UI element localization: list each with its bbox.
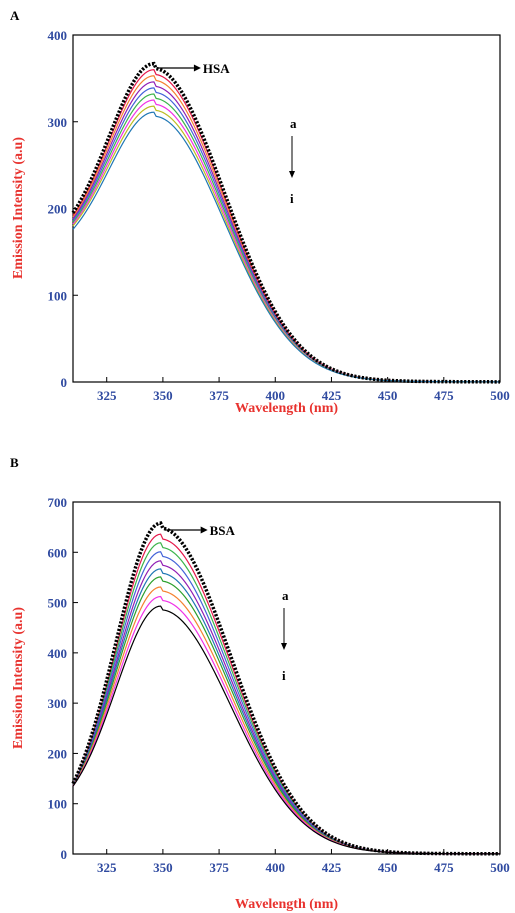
series-line: [72, 99, 501, 383]
x-tick-label: 350: [153, 388, 173, 403]
x-tick-label: 475: [434, 388, 454, 403]
annotation-label: BSA: [210, 523, 236, 538]
plot-area: 325 350 375 400 425 450 475 500 0 100 200 300 400 500…: [48, 495, 510, 875]
x-tick-label: 450: [378, 860, 398, 875]
x-tick-label: 450: [378, 388, 398, 403]
y-tick-label: 0: [61, 375, 68, 390]
y-tick-label: 300: [48, 696, 68, 711]
y-tick-label: 300: [48, 115, 68, 130]
y-tick-label: 600: [48, 545, 68, 560]
x-tick-label: 325: [97, 388, 117, 403]
x-tick-label: 350: [153, 860, 173, 875]
axes-frame: [72, 501, 501, 855]
series-line: [72, 560, 500, 855]
x-tick-label: 375: [209, 860, 229, 875]
series-line: [72, 595, 500, 855]
y-tick-label: 200: [48, 746, 68, 761]
annotation-bottom-letter: i: [290, 191, 294, 206]
annotation-arrowhead: [200, 526, 208, 534]
x-tick-label: 325: [97, 860, 117, 875]
series-line: [71, 521, 501, 856]
series-line: [72, 111, 501, 383]
y-tick-label: 0: [61, 847, 68, 862]
plot-area: 325 350 375 400 425 450 475 500 0 100 200 300 400 HSA…: [48, 28, 510, 403]
panel-letter: B: [10, 455, 19, 470]
annotation-bottom-letter: i: [282, 668, 286, 683]
x-tick-label: 425: [322, 860, 342, 875]
panel-b: B Emission Intensity (a.u) Wavelength (n…: [10, 455, 510, 912]
series-line: [72, 105, 500, 383]
x-tick-label: 375: [209, 388, 229, 403]
annotation-label: HSA: [203, 61, 230, 76]
y-tick-label: 700: [48, 495, 68, 510]
y-tick-label: 400: [48, 646, 68, 661]
x-tick-label: 500: [490, 388, 510, 403]
series-line: [72, 568, 500, 855]
panel-a: A Emission Intensity (a.u) Wavelength (n…: [10, 8, 510, 416]
x-axis-title: Wavelength (nm): [235, 897, 338, 912]
annotation-top-letter: a: [290, 116, 297, 131]
series-line: [72, 93, 501, 383]
x-tick-label: 425: [322, 388, 342, 403]
annotation-top-letter: a: [282, 588, 289, 603]
x-tick-label: 475: [434, 860, 454, 875]
y-tick-label: 100: [48, 797, 68, 812]
trend-arrowhead: [281, 643, 287, 650]
series-line: [72, 586, 501, 855]
x-tick-label: 400: [266, 388, 286, 403]
y-tick-label: 200: [48, 202, 68, 217]
annotation-arrowhead: [193, 64, 201, 72]
y-tick-label: 500: [48, 596, 68, 611]
x-tick-label: 500: [490, 860, 510, 875]
y-axis-title: Emission Intensity (a.u): [11, 137, 26, 279]
y-axis-title: Emission Intensity (a.u): [11, 607, 26, 749]
x-tick-label: 400: [266, 860, 286, 875]
y-tick-label: 400: [48, 28, 68, 43]
panel-letter: A: [10, 8, 20, 23]
trend-arrowhead: [289, 171, 295, 178]
x-axis-title: Wavelength (nm): [235, 401, 338, 416]
y-tick-label: 100: [48, 288, 68, 303]
